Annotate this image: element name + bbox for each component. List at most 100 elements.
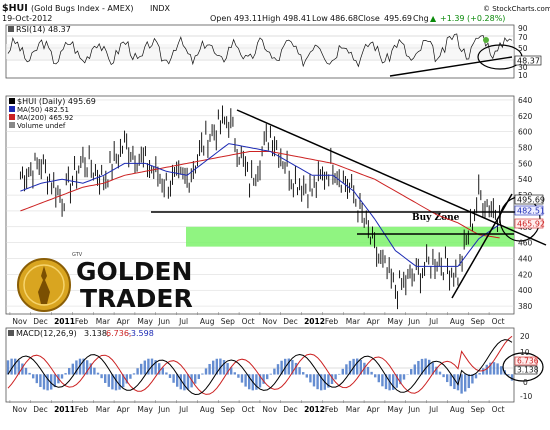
price-y-tick: 620 (518, 112, 533, 121)
macd-histogram-bar (237, 374, 240, 378)
macd-histogram-bar (82, 358, 85, 375)
ma200-value-box (514, 218, 544, 229)
price-y-tick: 580 (518, 144, 533, 153)
rsi-tick-50: 50 (518, 44, 528, 53)
macd-circle-annotation (502, 352, 544, 382)
legend-price: $HUI (Daily) 495.69 (17, 97, 96, 106)
macd-histogram-bar (482, 368, 485, 375)
ma200-line (20, 151, 500, 239)
macd-histogram-bar (334, 374, 337, 380)
macd-histogram-bar (208, 363, 211, 375)
macd-histogram-bar (291, 359, 294, 375)
macd-histogram-bar (132, 373, 136, 375)
macd-histogram-bar (14, 358, 17, 375)
macd-histogram-bar (370, 371, 373, 375)
buy-zone-band (186, 226, 514, 247)
high-value: 498.41 (283, 14, 311, 23)
x-axis-label: May (137, 317, 153, 326)
macd-histogram-bar (258, 374, 262, 388)
macd-histogram-bar (197, 374, 200, 379)
macd-line (7, 339, 513, 396)
macd-histogram-bar (28, 372, 31, 375)
rsi-tick-90: 90 (518, 24, 528, 33)
macd-histogram-bar (154, 360, 157, 375)
macd-histogram-bar (356, 358, 359, 375)
exchange: INDX (150, 4, 171, 13)
macd-histogram-bar (399, 374, 402, 385)
chart-date: 19-Oct-2012 (2, 14, 52, 23)
macd-histogram-bar (280, 360, 283, 375)
macd-histogram-bar (478, 372, 481, 375)
macd-histogram-bar (341, 368, 344, 375)
x-axis-label: Jul (178, 405, 188, 414)
macd-histogram-bar (147, 358, 150, 375)
x-axis-label: Apr (367, 405, 381, 414)
x-axis-label: Mar (96, 405, 111, 414)
macd-histogram-bar (395, 374, 398, 388)
chart-header: $HUI (Gold Bugs Index - AMEX) INDX © Sto… (2, 3, 550, 23)
macd-histogram-bar (413, 364, 416, 375)
macd-x-axis: Nov Dec 2011 Feb Mar Apr May Jun Jul Aug Sep Oct Nov… (9, 400, 505, 414)
macd-histogram-bar (327, 374, 330, 388)
x-axis-label: Aug (200, 405, 215, 414)
macd-histogram-bar (46, 374, 49, 391)
price-y-tick: 400 (518, 286, 533, 295)
macd-histogram-bar (302, 372, 305, 375)
macd-histogram-bar (222, 360, 226, 375)
x-axis-label: Dec (283, 405, 298, 414)
x-axis-label: Dec (283, 317, 298, 326)
macd-histogram-bar (93, 367, 96, 375)
macd-histogram-bar (219, 358, 222, 375)
macd-histogram-bar (64, 373, 67, 375)
x-axis-label: 2012 (304, 405, 325, 414)
macd-histogram-bar (392, 374, 395, 390)
ma50-line (20, 143, 500, 267)
macd-histogram-bar (298, 367, 301, 375)
price-y-tick: 420 (518, 270, 533, 279)
price-panel: Buy Zone $HUI (Daily) 495.69 MA(50) 482.… (5, 95, 547, 315)
logo-line-1: GOLDEN (76, 257, 192, 286)
x-axis-label: Oct (242, 317, 255, 326)
ma50-value: 482.51 (517, 207, 545, 216)
ma50-value-box (514, 205, 544, 216)
macd-histogram-bar (75, 360, 78, 375)
low-label: Low (312, 14, 328, 23)
macd-histogram-bar (377, 374, 380, 383)
macd-histogram-bar (125, 374, 128, 384)
x-axis-label: Apr (117, 405, 131, 414)
macd-histogram-bar (266, 374, 269, 380)
macd-histogram-bar (420, 358, 424, 375)
macd-histogram-bar (489, 362, 492, 375)
macd-histogram-bar (68, 368, 71, 375)
up-arrow-icon: ▲ (430, 14, 437, 23)
x-axis-label: Aug (450, 317, 465, 326)
macd-histogram-bar (474, 374, 478, 379)
rsi-value: 48.37 (517, 57, 540, 66)
macd-histogram-bar (35, 374, 38, 384)
macd-histogram-bar (424, 358, 427, 375)
x-axis-label: May (387, 317, 403, 326)
macd-histogram-bar (428, 359, 431, 375)
macd-histogram-bar (60, 374, 64, 379)
macd-histogram-bar (453, 374, 456, 390)
resistance-trendline (236, 109, 547, 246)
x-axis-label: Jun (157, 317, 170, 326)
macd-histogram-bar (244, 374, 247, 387)
macd-histogram-bar (6, 360, 10, 375)
macd-histogram-bar (273, 368, 276, 375)
macd-histogram-bar (417, 360, 420, 375)
open-label: Open (210, 14, 231, 23)
price-y-tick: 540 (518, 175, 533, 184)
macd-histogram-bar (471, 374, 474, 384)
x-axis-label: Mar (96, 317, 111, 326)
macd-tick-neg10: -10 (520, 392, 532, 401)
macd-histogram-bar (262, 374, 265, 384)
macd-histogram-bar (456, 374, 460, 391)
macd-histogram-bar (129, 374, 132, 379)
macd-histogram-bar (104, 374, 107, 383)
x-axis-label: Dec (33, 317, 48, 326)
macd-histogram-bar (140, 363, 143, 375)
x-axis-label: May (387, 405, 403, 414)
price-x-axis: Nov Dec 2011 Feb Mar Apr May Jun Jul Aug Sep Oct Nov… (9, 312, 505, 326)
macd-histogram-bar (348, 360, 352, 375)
